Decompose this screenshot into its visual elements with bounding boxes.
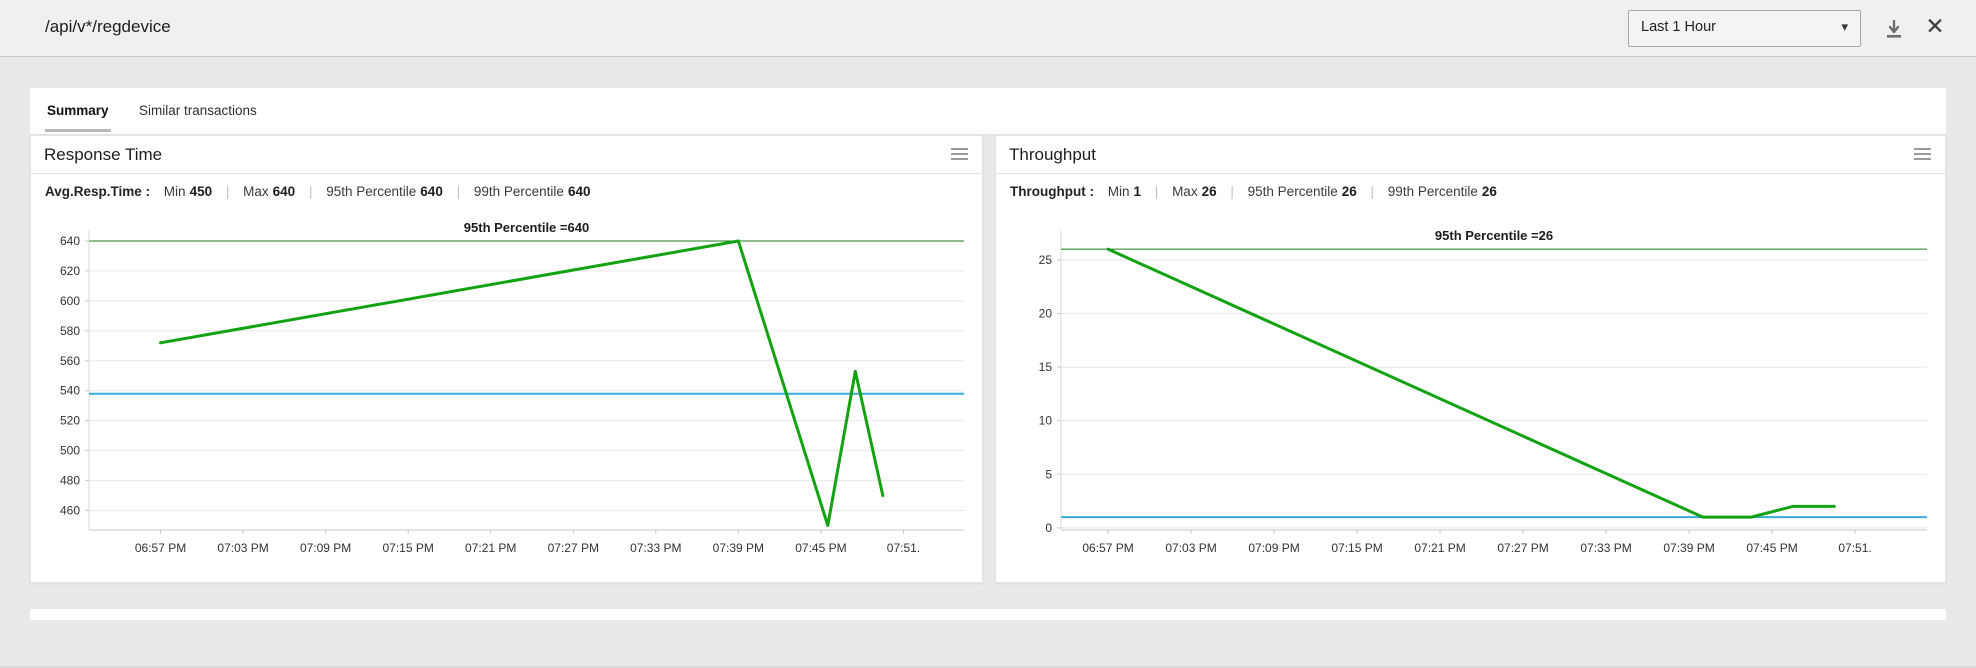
time-range-value: Last 1 Hour xyxy=(1641,19,1716,35)
svg-text:540: 540 xyxy=(60,384,80,398)
svg-text:07:27 PM: 07:27 PM xyxy=(1497,541,1548,555)
svg-text:520: 520 xyxy=(60,414,80,428)
svg-text:07:39 PM: 07:39 PM xyxy=(1663,541,1714,555)
throughput-panel: Throughput Throughput : Min 1 | Max 26 | 9… xyxy=(995,135,1946,583)
stat-99th-value: 26 xyxy=(1481,184,1497,199)
stat-separator: | xyxy=(308,184,313,199)
stat-99th-label: 99th Percentile xyxy=(1387,184,1478,199)
stat-max-label: Max xyxy=(1172,184,1198,199)
svg-text:07:15 PM: 07:15 PM xyxy=(1331,541,1382,555)
svg-text:580: 580 xyxy=(60,324,80,338)
svg-text:20: 20 xyxy=(1039,306,1053,320)
svg-text:15: 15 xyxy=(1039,360,1053,374)
svg-text:07:45 PM: 07:45 PM xyxy=(795,541,846,555)
svg-text:0: 0 xyxy=(1045,521,1052,535)
stat-separator: | xyxy=(456,184,461,199)
svg-text:07:27 PM: 07:27 PM xyxy=(548,541,599,555)
svg-text:95th Percentile =640: 95th Percentile =640 xyxy=(464,220,589,235)
svg-text:25: 25 xyxy=(1039,253,1053,267)
page-title: /api/v*/regdevice xyxy=(45,17,171,36)
svg-text:07:39 PM: 07:39 PM xyxy=(713,541,764,555)
svg-text:07:09 PM: 07:09 PM xyxy=(1248,541,1299,555)
svg-text:600: 600 xyxy=(60,294,80,308)
svg-text:620: 620 xyxy=(60,264,80,278)
stat-min-label: Min xyxy=(1107,184,1130,199)
svg-text:07:15 PM: 07:15 PM xyxy=(382,541,433,555)
stat-separator: | xyxy=(1230,184,1234,199)
svg-text:07:03 PM: 07:03 PM xyxy=(1165,541,1216,555)
svg-text:07:21 PM: 07:21 PM xyxy=(1414,541,1465,555)
throughput-line-chart: 0 5 10 15 20 25 06:57 PM 07:03 PM 07:09 PM 07:15 … xyxy=(1039,228,1927,555)
stat-separator: | xyxy=(1370,184,1375,199)
stat-max-label: Max xyxy=(243,184,269,199)
stats-label: Avg.Resp.Time : xyxy=(45,184,151,199)
response-time-panel-header: Response Time xyxy=(31,136,982,174)
download-icon[interactable] xyxy=(1881,16,1907,42)
svg-text:07:09 PM: 07:09 PM xyxy=(300,541,351,555)
stat-95th-label: 95th Percentile xyxy=(326,184,417,199)
stat-95th-value: 26 xyxy=(1341,184,1357,199)
response-time-panel-title: Response Time xyxy=(44,145,163,164)
svg-text:5: 5 xyxy=(1045,467,1052,481)
svg-text:07:03 PM: 07:03 PM xyxy=(217,541,268,555)
stat-99th-value: 640 xyxy=(567,184,591,199)
response-time-chart: 460 480 500 520 540 560 580 600 620 640 06:57 PM 07… xyxy=(31,208,982,573)
chevron-down-icon: ▾ xyxy=(1841,19,1848,34)
svg-text:460: 460 xyxy=(60,504,80,518)
stat-separator: | xyxy=(225,184,230,199)
response-time-line-chart: 460 480 500 520 540 560 580 600 620 640 06:57 PM 07… xyxy=(60,220,964,555)
stat-95th-value: 640 xyxy=(420,184,443,199)
next-section-edge xyxy=(30,609,1946,620)
hamburger-menu-icon[interactable] xyxy=(1914,148,1931,161)
svg-text:06:57 PM: 06:57 PM xyxy=(135,541,186,555)
stat-min-value: 1 xyxy=(1133,184,1142,199)
throughput-panel-title: Throughput xyxy=(1009,145,1096,164)
stat-max-value: 640 xyxy=(272,184,296,199)
svg-text:640: 640 xyxy=(60,234,80,248)
stats-label: Throughput : xyxy=(1010,184,1094,199)
svg-text:480: 480 xyxy=(60,474,80,488)
svg-text:07:21 PM: 07:21 PM xyxy=(465,541,516,555)
svg-text:560: 560 xyxy=(60,354,80,368)
svg-text:07:51.: 07:51. xyxy=(1838,541,1871,555)
tabs-bar: Summary Similar transactions xyxy=(30,88,1946,135)
response-time-stats: Avg.Resp.Time : Min 450 | Max 640 | 95th P… xyxy=(31,174,982,208)
stat-min-label: Min xyxy=(163,184,186,199)
svg-text:07:45 PM: 07:45 PM xyxy=(1746,541,1797,555)
time-range-dropdown[interactable]: Last 1 Hour ▾ xyxy=(1628,10,1861,47)
throughput-stats: Throughput : Min 1 | Max 26 | 95th Percent… xyxy=(996,174,1945,208)
close-icon[interactable]: ✕ xyxy=(1925,13,1945,39)
hamburger-menu-icon[interactable] xyxy=(951,148,968,161)
stat-max-value: 26 xyxy=(1201,184,1217,199)
svg-text:06:57 PM: 06:57 PM xyxy=(1082,541,1133,555)
throughput-chart: 0 5 10 15 20 25 06:57 PM 07:03 PM 07:09 PM 07:15 … xyxy=(996,208,1945,573)
svg-text:07:33 PM: 07:33 PM xyxy=(1580,541,1631,555)
svg-text:500: 500 xyxy=(60,444,80,458)
stat-min-value: 450 xyxy=(189,184,213,199)
tab-similar-transactions[interactable]: Similar transactions xyxy=(138,103,257,118)
svg-text:07:33 PM: 07:33 PM xyxy=(630,541,681,555)
stat-99th-label: 99th Percentile xyxy=(473,184,564,199)
svg-text:10: 10 xyxy=(1039,414,1053,428)
svg-text:07:51.: 07:51. xyxy=(887,541,920,555)
top-bar: /api/v*/regdevice Last 1 Hour ▾ ✕ xyxy=(0,0,1976,57)
response-time-panel: Response Time Avg.Resp.Time : Min 450 | M… xyxy=(30,135,983,583)
stat-separator: | xyxy=(1154,184,1159,199)
throughput-panel-header: Throughput xyxy=(996,136,1945,174)
stat-95th-label: 95th Percentile xyxy=(1247,184,1338,199)
svg-text:95th Percentile =26: 95th Percentile =26 xyxy=(1435,228,1553,243)
tab-summary[interactable]: Summary xyxy=(45,88,111,132)
